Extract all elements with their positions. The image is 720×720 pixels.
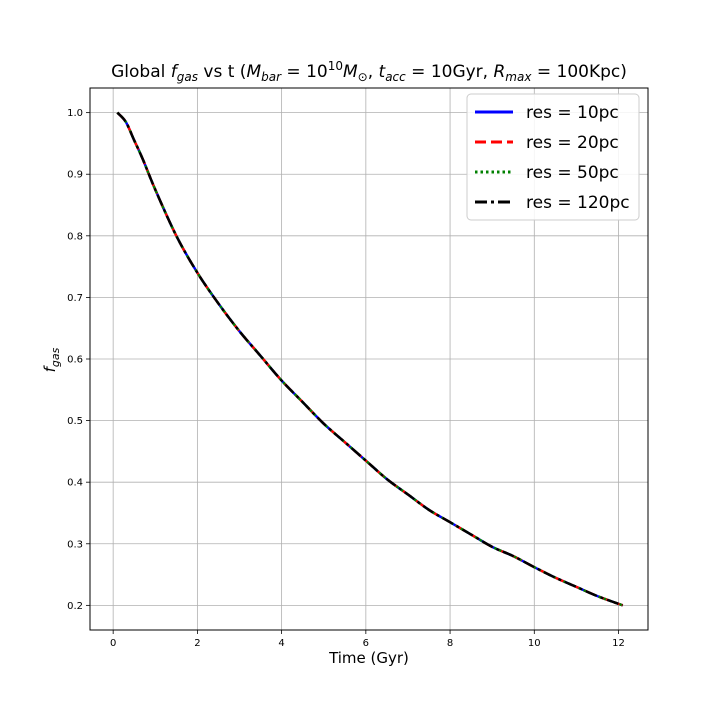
legend-label: res = 50pc [526,163,619,183]
legend-label: res = 120pc [526,193,630,213]
x-tick-label: 10 [528,638,541,649]
y-tick-label: 0.4 [67,478,83,489]
x-tick-label: 8 [447,638,453,649]
x-tick-label: 2 [194,638,200,649]
series-lines [116,111,624,607]
y-tick-label: 0.2 [67,601,83,612]
y-tick-label: 0.9 [67,170,83,181]
series-line-4 [116,111,624,607]
y-tick-label: 0.7 [67,293,83,304]
y-tick-label: 0.8 [67,231,83,242]
legend-box [466,93,640,221]
legend: res = 10pc res = 20pc res = 50pc res = 120p… [466,93,640,221]
x-tick-label: 0 [110,638,116,649]
chart-title: Global fgas vs t (Mbar = 1010M⊙, tacc = … [111,59,627,84]
legend-label: res = 20pc [526,133,619,153]
x-tick-label: 6 [363,638,369,649]
x-tick-label: 12 [612,638,625,649]
y-tick-label: 0.3 [67,539,83,550]
x-axis-label: Time (Gyr) [328,649,409,667]
axis-ticks: 0 2 4 6 8 10 12 0.2 0.3 0.4 0.5 0.6 0.7 0.8 0.9 1.0 [67,108,625,649]
y-tick-label: 0.5 [67,416,83,427]
legend-label: res = 10pc [526,103,619,123]
x-tick-label: 4 [278,638,284,649]
y-axis-label: fgas [41,347,62,372]
y-tick-label: 0.6 [67,355,83,366]
y-tick-label: 1.0 [67,108,83,119]
